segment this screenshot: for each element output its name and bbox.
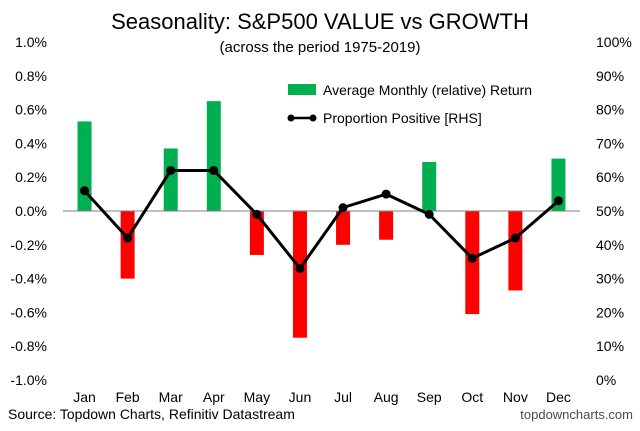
right-tick-label: 100% (596, 34, 632, 50)
line-series (80, 165, 563, 273)
line-point-aug (381, 189, 391, 199)
chart-title: Seasonality: S&P500 VALUE vs GROWTH (111, 9, 529, 34)
right-tick-label: 80% (596, 102, 624, 118)
bar-aug (379, 211, 394, 240)
line-point-jul (338, 203, 348, 213)
line-point-apr (209, 165, 219, 175)
left-tick-label: 0.8% (15, 68, 47, 84)
x-tick-label: Jun (289, 389, 312, 405)
bar-series (77, 101, 566, 338)
x-tick-label: Apr (203, 389, 225, 405)
x-tick-label: Jan (73, 389, 96, 405)
legend-swatch-bar (288, 84, 316, 95)
source-note: Source: Topdown Charts, Refinitiv Datast… (8, 406, 295, 422)
right-tick-label: 70% (596, 135, 624, 151)
line-point-sep (424, 209, 434, 219)
x-tick-label: Sep (417, 389, 442, 405)
line-point-dec (553, 196, 563, 206)
legend-marker-right (309, 114, 317, 122)
x-tick-label: Dec (546, 389, 571, 405)
x-tick-label: Nov (503, 389, 528, 405)
left-tick-label: 0.6% (15, 102, 47, 118)
bar-feb (120, 211, 135, 279)
left-tick-label: -0.6% (10, 304, 47, 320)
line-point-jan (80, 186, 90, 196)
left-tick-label: -1.0% (10, 372, 47, 388)
bar-sep (422, 161, 437, 211)
line-point-jun (295, 263, 305, 273)
x-tick-label: May (244, 389, 270, 405)
right-tick-label: 60% (596, 169, 624, 185)
chart-subtitle: (across the period 1975-2019) (220, 39, 421, 56)
x-tick-label: Jul (334, 389, 352, 405)
left-tick-label: 0.4% (15, 135, 47, 151)
x-tick-label: Aug (374, 389, 399, 405)
x-tick-label: Feb (116, 389, 140, 405)
right-tick-label: 50% (596, 203, 624, 219)
right-tick-label: 0% (596, 372, 616, 388)
right-tick-label: 40% (596, 237, 624, 253)
right-tick-label: 90% (596, 68, 624, 84)
left-tick-label: 0.2% (15, 169, 47, 185)
right-tick-label: 10% (596, 338, 624, 354)
bar-apr (206, 101, 221, 211)
left-axis: 1.0% 0.8% 0.6% 0.4% 0.2% 0.0% -0.2% -0.4% -0.6% -… (10, 34, 47, 388)
line-point-may (252, 209, 262, 219)
x-tick-label: Mar (159, 389, 183, 405)
line-point-oct (467, 253, 477, 263)
left-tick-label: -0.4% (10, 271, 47, 287)
proportion-positive-line (83, 168, 560, 270)
legend-label-line: Proportion Positive [RHS] (323, 110, 482, 126)
right-tick-label: 30% (596, 271, 624, 287)
left-tick-label: 0.0% (15, 203, 47, 219)
line-point-nov (510, 233, 520, 243)
left-tick-label: -0.8% (10, 338, 47, 354)
legend: Average Monthly (relative) Return Propor… (287, 82, 532, 126)
x-tick-label: Oct (461, 389, 483, 405)
legend-marker-left (287, 114, 295, 122)
legend-label-bar: Average Monthly (relative) Return (323, 82, 532, 98)
line-point-feb (123, 233, 133, 243)
bar-may (249, 211, 264, 255)
line-point-mar (166, 165, 176, 175)
watermark: topdowncharts.com (520, 407, 633, 422)
right-axis: 100% 90% 80% 70% 60% 50% 40% 30% 20% 10% 0% (596, 34, 632, 388)
bar-mar (163, 148, 178, 211)
bar-jul (336, 211, 351, 245)
x-axis: Jan Feb Mar Apr May Jun Jul Aug Sep Oct Nov Dec (73, 389, 571, 405)
right-tick-label: 20% (596, 304, 624, 320)
left-tick-label: -0.2% (10, 237, 47, 253)
bar-jun (292, 211, 307, 338)
bar-dec (551, 158, 566, 211)
left-tick-label: 1.0% (15, 34, 47, 50)
bar-nov (508, 211, 523, 291)
